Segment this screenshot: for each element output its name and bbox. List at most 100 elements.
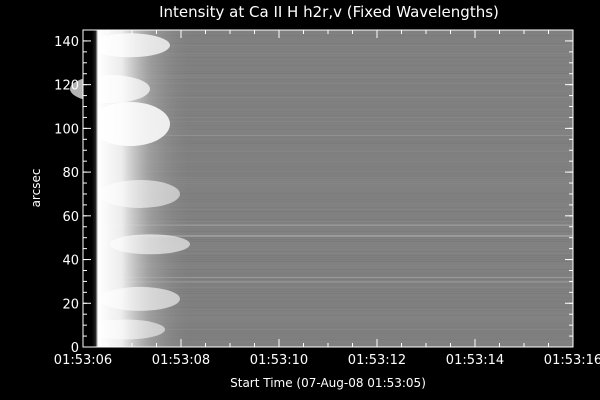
heatmap-streak [98,203,573,204]
plot-area [70,30,573,347]
heatmap-streak [98,209,573,210]
y-tick-label: 100 [54,122,79,137]
heatmap-streak [98,207,573,208]
heatmap-streak [98,247,573,248]
heatmap-streak [98,85,573,86]
heatmap-streak [98,227,573,228]
heatmap-streak [98,157,573,158]
heatmap-streak [98,185,573,186]
heatmap-streak [98,261,573,262]
heatmap-streak [98,225,573,226]
heatmap-streak [98,93,573,94]
heatmap-streak [98,135,573,136]
heatmap-streak [98,121,573,122]
heatmap-streak [98,167,573,168]
heatmap-streak [98,219,573,220]
heatmap-streak [98,333,573,334]
heatmap-streak [98,309,573,310]
heatmap-streak [98,183,573,184]
heatmap-streak [98,263,573,264]
heatmap-streak [98,241,573,242]
x-tick-label: 01:53:14 [446,353,504,368]
heatmap-bright-line [98,277,573,279]
heatmap-streak [98,277,573,278]
y-tick-label: 20 [62,297,79,312]
heatmap-streak [98,267,573,268]
heatmap-streak [98,69,573,70]
heatmap-streak [98,145,573,146]
heatmap-streak [98,237,573,238]
y-tick-label: 40 [62,254,79,269]
heatmap-streak [98,77,573,78]
heatmap-bright-line [98,281,573,283]
heatmap-streak [98,59,573,60]
heatmap-streak [98,239,573,240]
y-tick-label: 0 [71,341,79,356]
heatmap-streak [98,137,573,138]
heatmap-streak [98,329,573,330]
heatmap-streak [98,337,573,338]
heatmap-streak [98,165,573,166]
heatmap-streak [98,53,573,54]
y-tick-label: 60 [62,210,79,225]
edge-transition [92,30,98,347]
heatmap-streak [98,187,573,188]
x-axis-label: Start Time (07-Aug-08 01:53:05) [230,376,426,390]
heatmap-streak [98,133,573,134]
heatmap-streak [98,293,573,294]
heatmap-streak [98,199,573,200]
heatmap-streaks [98,31,573,346]
heatmap-streak [98,319,573,320]
heatmap-streak [98,251,573,252]
heatmap-streak [98,193,573,194]
heatmap-streak [98,31,573,32]
heatmap-streak [98,191,573,192]
heatmap-streak [98,339,573,340]
heatmap-streak [98,201,573,202]
heatmap-streak [98,181,573,182]
heatmap-streak [98,345,573,346]
heatmap-streak [98,75,573,76]
y-axis-label: arcsec [29,169,43,208]
heatmap-streak [98,61,573,62]
heatmap-streak [98,95,573,96]
heatmap-streak [98,131,573,132]
heatmap-streak [98,155,573,156]
heatmap-streak [98,127,573,128]
heatmap-streak [98,111,573,112]
heatmap-bright-line [98,235,573,237]
heatmap-streak [98,159,573,160]
heatmap-streak [98,315,573,316]
x-tick-label: 01:53:06 [54,353,112,368]
heatmap-streak [98,147,573,148]
heatmap-streak [98,259,573,260]
heatmap-streak [98,235,573,236]
heatmap-streak [98,223,573,224]
heatmap-streak [98,125,573,126]
heatmap-streak [98,105,573,106]
heatmap-streak [98,43,573,44]
x-tick-label: 01:53:16 [544,353,600,368]
heatmap-streak [98,335,573,336]
heatmap-streak [98,57,573,58]
heatmap-streak [98,177,573,178]
y-tick-label: 120 [54,79,79,94]
heatmap-streak [98,221,573,222]
heatmap-bright-blob [85,319,165,340]
heatmap-streak [98,33,573,34]
heatmap-streak [98,249,573,250]
heatmap-streak [98,233,573,234]
heatmap-streak [98,283,573,284]
heatmap-streak [98,303,573,304]
heatmap-streak [98,129,573,130]
heatmap-streak [98,87,573,88]
heatmap-streak [98,279,573,280]
heatmap-streak [98,47,573,48]
x-tick-label: 01:53:12 [348,353,406,368]
heatmap-streak [98,323,573,324]
heatmap-streak [98,119,573,120]
heatmap-streak [98,161,573,162]
heatmap-streak [98,139,573,140]
heatmap-streak [98,305,573,306]
